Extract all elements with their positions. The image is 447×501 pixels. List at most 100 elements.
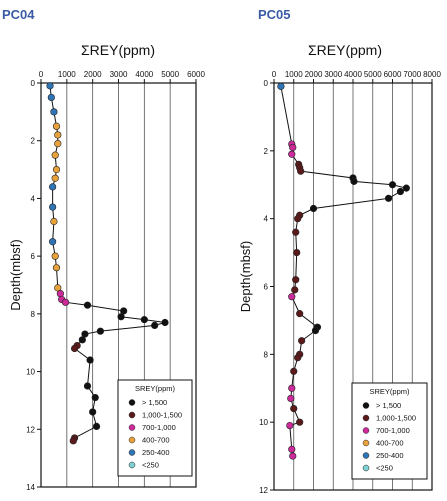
data-point — [293, 248, 301, 257]
data-point — [290, 367, 298, 375]
legend: SREY(ppm) > 1,500 1,000-1,500 700-1,000 400-… — [117, 379, 193, 477]
data-point — [51, 174, 59, 182]
data-point — [51, 151, 59, 159]
data-point — [287, 394, 295, 403]
legend-label: 700-1,000 — [376, 426, 410, 435]
legend-marker — [362, 414, 370, 422]
x-tick-label: 0 — [272, 70, 277, 79]
legend-label: <250 — [376, 464, 393, 473]
y-axis-title: Depth(mbsf) — [238, 241, 253, 313]
legend-marker — [128, 436, 136, 444]
x-tick-label: 6000 — [187, 70, 205, 79]
data-point — [294, 215, 302, 223]
data-point — [86, 356, 94, 364]
data-point — [309, 204, 318, 213]
x-tick-label: 2000 — [305, 70, 323, 79]
legend-marker — [128, 461, 136, 469]
legend-marker — [128, 424, 136, 431]
data-point — [288, 445, 296, 453]
data-point — [56, 290, 64, 298]
legend-label: 1,000-1,500 — [142, 411, 182, 420]
x-tick-label: 3000 — [324, 70, 342, 79]
legend: SREY(ppm) > 1,500 1,000-1,500 700-1,000 400-… — [351, 382, 428, 480]
y-tick-label: 2 — [31, 137, 36, 146]
legend-marker — [362, 464, 370, 472]
data-point — [396, 187, 405, 196]
data-point — [117, 313, 125, 321]
x-tick-label: 1000 — [285, 70, 303, 79]
y-tick-label: 4 — [264, 215, 269, 224]
data-point — [384, 194, 393, 202]
data-point — [288, 293, 296, 301]
data-point — [49, 183, 57, 191]
data-point — [402, 184, 410, 192]
legend-marker — [362, 402, 370, 409]
x-tick-label: 4000 — [344, 70, 362, 79]
data-point — [83, 301, 92, 309]
y-tick-label: 0 — [264, 79, 269, 88]
data-point — [69, 437, 77, 445]
x-tick-label: 3000 — [110, 70, 128, 79]
data-point — [92, 422, 101, 431]
y-tick-label: 10 — [259, 418, 268, 427]
x-tick-label: 5000 — [364, 70, 382, 79]
chart-panel-pc05: ΣREY(ppm) Depth(mbsf) 0 1000 2000 3000 4000 500… — [238, 42, 441, 495]
y-tick-label: 2 — [264, 147, 269, 156]
data-point — [50, 108, 58, 116]
y-tick-label: 10 — [26, 368, 35, 377]
data-point — [140, 316, 148, 324]
y-tick-label: 6 — [264, 283, 269, 292]
data-point — [161, 318, 169, 327]
data-point — [46, 82, 54, 90]
data-point — [50, 217, 58, 226]
data-point — [54, 131, 62, 139]
x-tick-label: 4000 — [135, 70, 153, 79]
data-point — [289, 452, 297, 460]
legend-marker — [362, 452, 370, 459]
data-point — [89, 408, 97, 416]
legend-label: 400-700 — [142, 436, 170, 445]
data-point — [78, 336, 86, 344]
x-tick-label: 7000 — [403, 70, 421, 79]
x-tick-label: 0 — [39, 70, 44, 79]
y-tick-label: 8 — [264, 350, 269, 359]
legend-marker — [128, 399, 136, 406]
data-point — [52, 122, 61, 130]
y-tick-label: 6 — [31, 252, 36, 261]
data-point — [350, 177, 358, 185]
data-point — [151, 321, 159, 330]
panel-label-pc04: PC04 — [2, 7, 35, 22]
data-point — [311, 326, 320, 335]
legend-marker — [128, 449, 136, 456]
legend-label: > 1,500 — [142, 398, 167, 407]
legend-label: > 1,500 — [376, 401, 401, 410]
data-point — [277, 82, 285, 90]
data-point — [296, 418, 304, 426]
data-point — [290, 405, 298, 413]
legend-label: 250-400 — [142, 448, 170, 457]
chart-panel-pc04: ΣREY(ppm) Depth(mbsf) 0 1000 2000 3000 4000 500… — [8, 42, 205, 492]
x-tick-label: 6000 — [384, 70, 402, 79]
x-tick-label: 8000 — [423, 70, 441, 79]
x-axis-title: ΣREY(ppm) — [81, 42, 155, 58]
y-tick-label: 12 — [259, 486, 268, 495]
y-tick-label: 8 — [31, 310, 36, 319]
data-point — [70, 344, 79, 353]
legend-label: 1,000-1,500 — [376, 414, 416, 423]
legend-label: 250-400 — [376, 451, 404, 460]
data-point — [297, 167, 305, 175]
data-point — [47, 93, 55, 102]
y-axis-title: Depth(mbsf) — [8, 239, 23, 311]
data-point — [388, 181, 397, 189]
y-tick-label: 14 — [26, 483, 35, 492]
legend-title: SREY(ppm) — [369, 387, 410, 396]
data-point — [294, 354, 302, 362]
data-point — [83, 382, 92, 390]
data-point — [49, 203, 57, 211]
legend-label: 400-700 — [376, 439, 404, 448]
data-point — [61, 298, 70, 306]
data-point — [298, 337, 306, 345]
x-tick-label: 1000 — [58, 70, 76, 79]
data-point — [288, 384, 296, 392]
